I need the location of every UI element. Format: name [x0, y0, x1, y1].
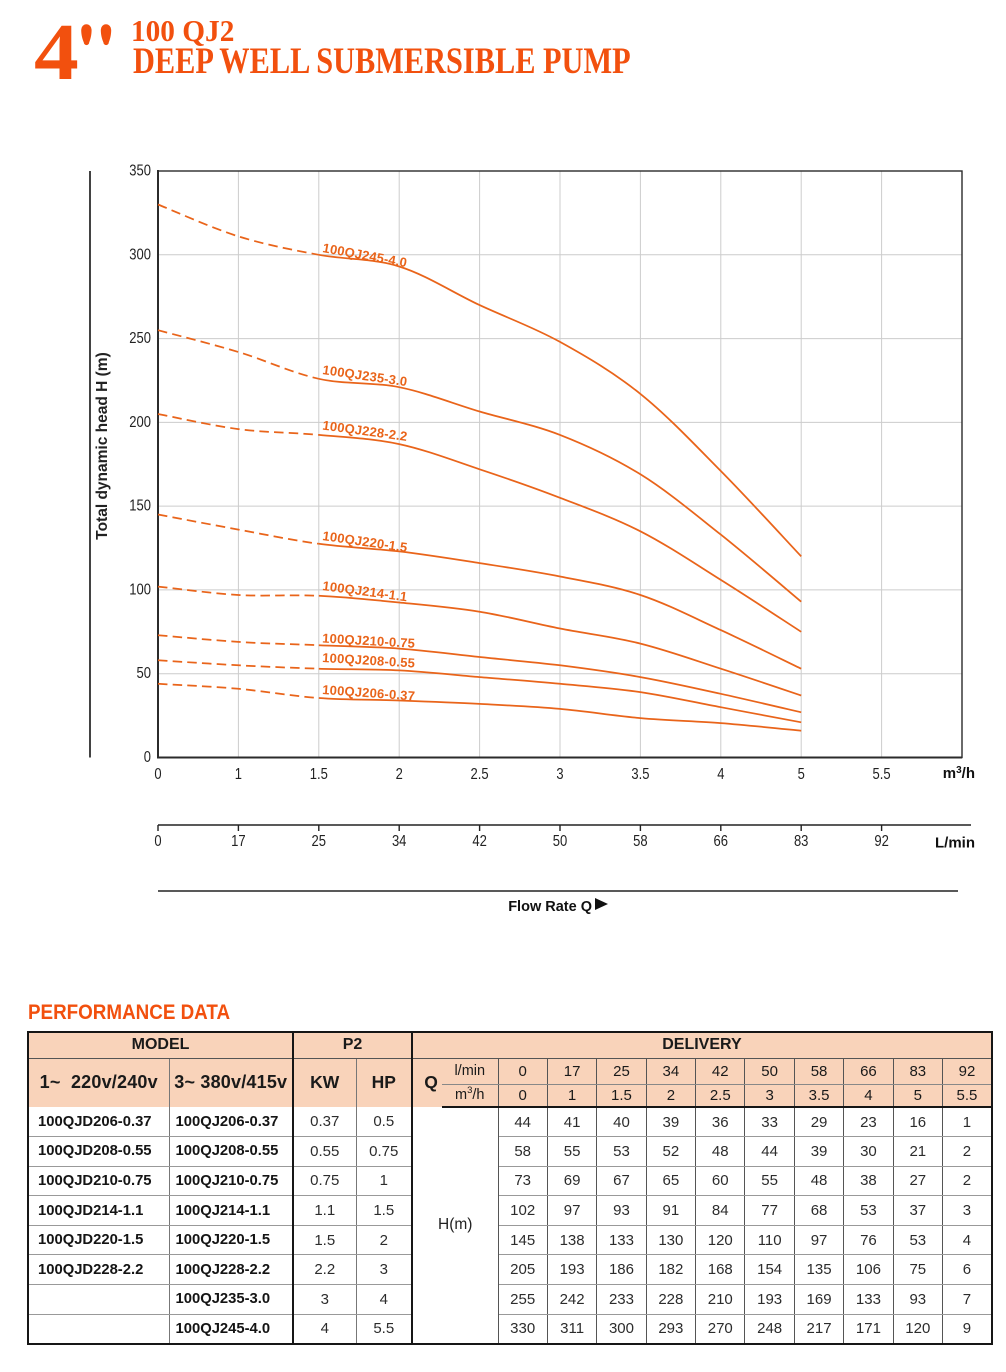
- svg-text:1: 1: [235, 766, 242, 783]
- svg-text:3.5: 3.5: [631, 766, 649, 783]
- svg-text:0: 0: [154, 766, 162, 783]
- svg-text:100QJ235-3.0: 100QJ235-3.0: [322, 362, 409, 389]
- svg-text:100QJ210-0.75: 100QJ210-0.75: [322, 631, 416, 651]
- svg-text:200: 200: [129, 414, 151, 431]
- svg-text:66: 66: [714, 833, 729, 850]
- svg-text:350: 350: [129, 163, 151, 180]
- svg-text:Total dynamic head H (m): Total dynamic head H (m): [94, 352, 111, 539]
- svg-text:58: 58: [633, 833, 648, 850]
- svg-text:Flow Rate Q: Flow Rate Q: [508, 899, 592, 915]
- svg-text:150: 150: [129, 498, 151, 515]
- svg-text:0: 0: [144, 749, 152, 766]
- svg-text:34: 34: [392, 833, 407, 850]
- svg-text:3: 3: [556, 766, 563, 783]
- svg-text:100QJ245-4.0: 100QJ245-4.0: [321, 240, 408, 270]
- svg-text:92: 92: [874, 833, 889, 850]
- svg-text:100QJ214-1.1: 100QJ214-1.1: [322, 578, 409, 604]
- svg-text:2: 2: [396, 766, 403, 783]
- svg-text:250: 250: [129, 330, 151, 347]
- svg-text:100QJ208-0.55: 100QJ208-0.55: [322, 650, 416, 670]
- svg-text:5.5: 5.5: [873, 766, 891, 783]
- svg-text:83: 83: [794, 833, 809, 850]
- svg-text:100QJ206-0.37: 100QJ206-0.37: [322, 682, 416, 703]
- svg-text:300: 300: [129, 246, 151, 263]
- svg-text:50: 50: [137, 665, 152, 682]
- svg-text:m3/h: m3/h: [943, 765, 975, 782]
- svg-text:0: 0: [154, 833, 162, 850]
- svg-text:1.5: 1.5: [310, 766, 328, 783]
- svg-text:100QJ220-1.5: 100QJ220-1.5: [322, 528, 409, 555]
- svg-text:42: 42: [472, 833, 487, 850]
- svg-text:4: 4: [717, 766, 725, 783]
- svg-text:50: 50: [553, 833, 568, 850]
- svg-text:100: 100: [129, 581, 151, 598]
- svg-text:5: 5: [798, 766, 805, 783]
- svg-text:25: 25: [312, 833, 327, 850]
- svg-text:2.5: 2.5: [471, 766, 489, 783]
- svg-text:17: 17: [231, 833, 246, 850]
- svg-text:L/min: L/min: [935, 835, 975, 852]
- svg-text:100QJ228-2.2: 100QJ228-2.2: [322, 418, 409, 444]
